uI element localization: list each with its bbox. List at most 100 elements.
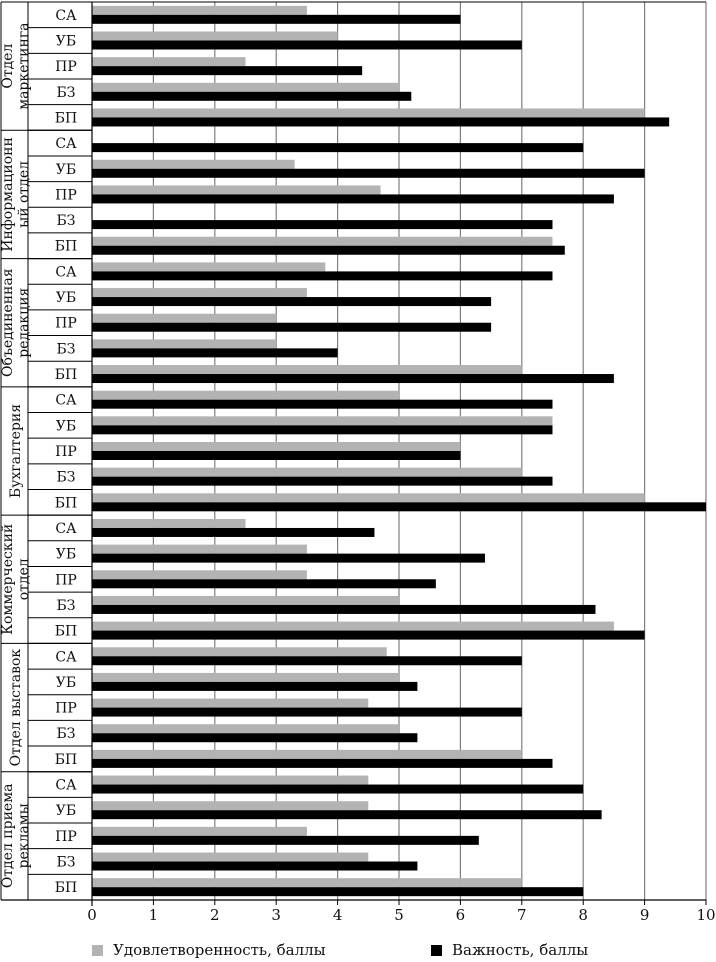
x-tick-label: 7 [517,906,527,924]
group-label-line: Отдел выставок [8,649,24,767]
group-label-line: рекламы [16,803,32,868]
bar-satisfaction [92,236,553,246]
bar-importance [92,758,553,768]
group-label-line: Отдел приема [0,784,16,889]
labels: 0 1 2 3 4 5 6 7 8 9 10 СА УБ ПР БЗ БП СА УБ ПР БЗ БП СА УБ ПР БЗ… [0,8,716,924]
item-label: СА [55,8,77,24]
item-label: СА [55,649,77,665]
group-label-line: Объединенная [0,268,16,377]
bar-importance [92,117,670,127]
bar-importance [92,681,418,691]
item-label: БЗ [56,598,75,614]
bar-importance [92,810,602,820]
x-tick-label: 2 [210,906,220,924]
x-tick-label: 1 [149,906,159,924]
bar-satisfaction [92,365,522,375]
x-tick-label: 5 [394,906,404,924]
bar-satisfaction [92,108,645,118]
item-label: СА [55,521,77,537]
item-label: ПР [55,59,77,75]
item-label: УБ [56,162,76,178]
bar-importance [92,374,614,384]
bar-importance [92,733,418,743]
item-label: БЗ [56,213,75,229]
bar-satisfaction [92,159,295,169]
item-label: БП [55,367,78,383]
item-label: БП [55,752,78,768]
item-label: СА [55,264,77,280]
item-label: БЗ [56,341,75,357]
bar-importance [92,707,522,717]
bar-importance [92,630,645,640]
bar-satisfaction [92,698,369,708]
item-label: БП [55,495,78,511]
bar-importance [92,297,492,307]
bar-importance [92,143,584,153]
bar-satisfaction [92,672,399,682]
bar-satisfaction [92,826,307,836]
x-tick-label: 6 [456,906,466,924]
bar-satisfaction [92,570,307,580]
group-label-line: Бухгалтерия [8,404,24,498]
bar-satisfaction [92,775,369,785]
group-label: Отдел выставок [8,649,24,767]
group-label: Коммерческийотдел [0,524,32,635]
item-label: БП [55,110,78,126]
item-label: ПР [55,316,77,332]
x-tick-label: 4 [333,906,343,924]
legend-swatch-satisfaction [92,944,103,956]
group-label: Информационный отдел [0,137,32,252]
item-label: УБ [56,33,76,49]
bar-satisfaction [92,724,399,734]
group-label-line: маркетинга [16,22,32,109]
bar-importance [92,399,553,409]
item-label: СА [55,136,77,152]
bar-satisfaction [92,57,246,67]
legend-swatch-importance [431,944,442,956]
group-label-line: ый отдел [16,161,32,228]
item-label: БП [55,880,78,896]
bar-satisfaction [92,5,307,15]
group-label: Отдел приемарекламы [0,784,32,889]
item-label: ПР [55,444,77,460]
item-label: БЗ [56,470,75,486]
bar-importance [92,40,522,50]
group-label: Отделмаркетинга [0,22,32,109]
legend-item-satisfaction: Удовлетворенность, баллы [92,938,326,962]
bar-importance [92,502,706,512]
bar-importance [92,66,363,76]
item-label: УБ [56,547,76,563]
item-label: УБ [56,290,76,306]
bar-satisfaction [92,416,553,426]
bar-importance [92,656,522,666]
bar-importance [92,553,485,563]
bar-importance [92,887,584,897]
bar-satisfaction [92,493,645,503]
bar-importance [92,835,479,845]
x-tick-label: 0 [87,906,97,924]
bar-satisfaction [92,390,399,400]
group-label-line: Отдел [0,44,16,89]
item-label: УБ [56,675,76,691]
bar-importance [92,322,492,332]
legend-label-importance: Важность, баллы [452,941,589,959]
item-label: БЗ [56,85,75,101]
bar-importance [92,476,553,486]
bar-satisfaction [92,442,461,451]
item-label: БП [55,624,78,640]
legend-label-satisfaction: Удовлетворенность, баллы [113,941,326,959]
bar-satisfaction [92,621,614,631]
bar-importance [92,861,418,871]
bar-satisfaction [92,518,246,528]
item-label: БЗ [56,726,75,742]
bar-satisfaction [92,467,522,477]
item-label: ПР [55,187,77,203]
bars [92,5,706,897]
bar-importance [92,348,338,358]
bar-satisfaction [92,595,399,605]
bar-satisfaction [92,852,369,862]
bar-importance [92,14,461,24]
group-label: Бухгалтерия [8,404,24,498]
group-label-line: редакция [16,287,32,357]
